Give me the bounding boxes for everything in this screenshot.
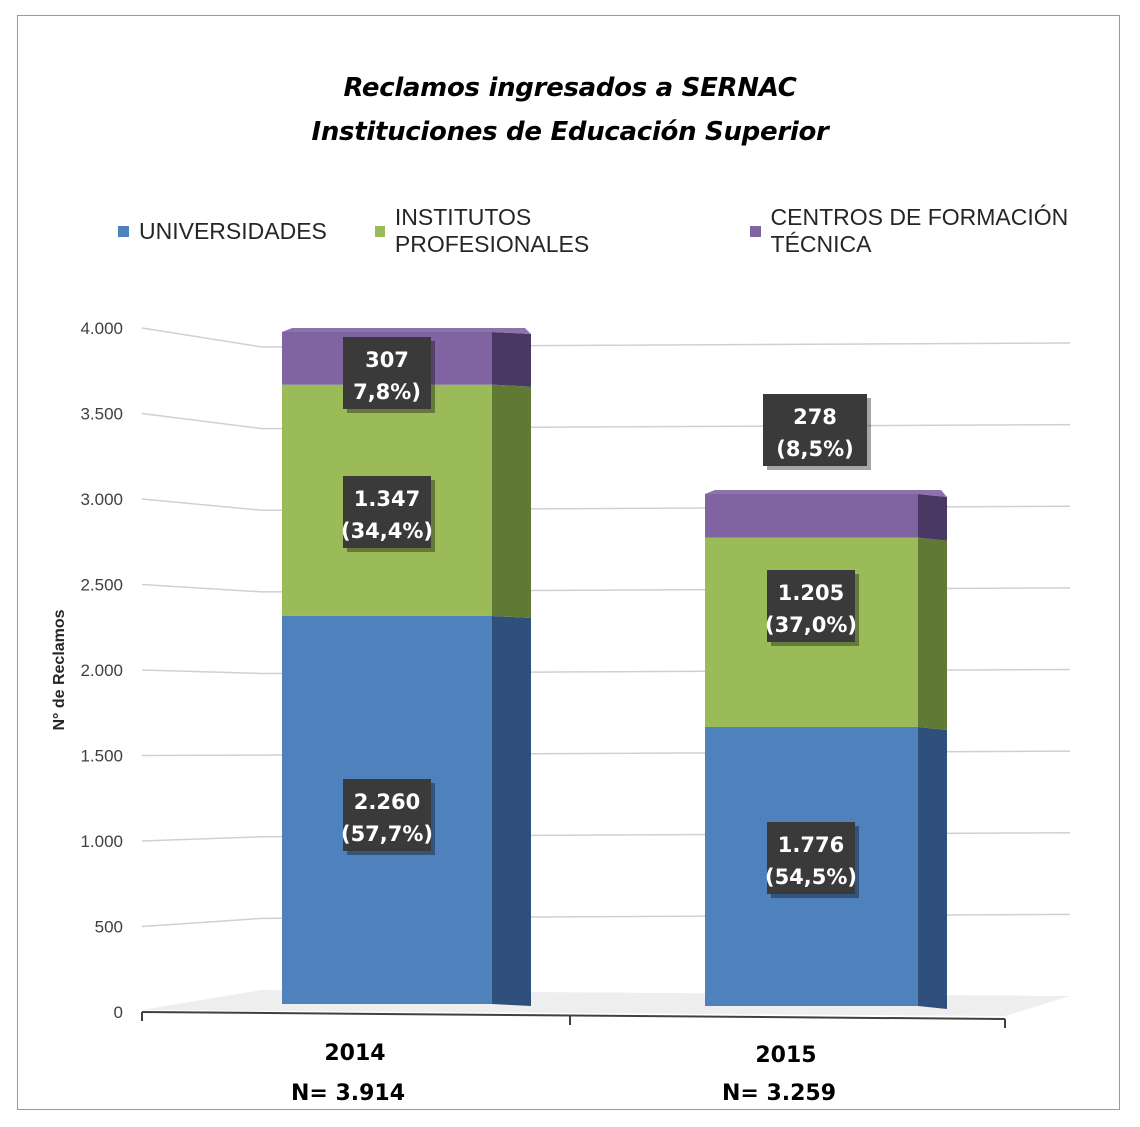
data-label-box	[343, 337, 431, 409]
legend-swatch-universidades	[118, 225, 129, 237]
x-category-label: 2015	[755, 1043, 816, 1068]
chart-title-line1: Reclamos ingresados a SERNAC	[343, 73, 797, 103]
bar-top	[282, 327, 531, 334]
y-tick-label: 0	[114, 1003, 123, 1022]
legend-label-universidades: UNIVERSIDADES	[139, 217, 327, 244]
legend-item-cft: CENTROS DE FORMACIÓN TÉCNICA	[750, 204, 1140, 258]
bar-segment-side	[492, 331, 531, 387]
data-label-value: 1.347	[354, 487, 420, 511]
data-label-value: 307	[365, 348, 409, 372]
bar-segment-side	[492, 384, 531, 618]
chart-legend: UNIVERSIDADES INSTITUTOS PROFESIONALES C…	[118, 204, 1140, 257]
data-label-value: 1.205	[778, 581, 844, 605]
x-category-note: N= 3.914	[291, 1081, 405, 1106]
data-label-percent: 7,8%)	[353, 380, 421, 404]
y-tick-label: 2.500	[80, 576, 123, 595]
data-label-value: 2.260	[354, 790, 420, 814]
data-label-box	[767, 570, 855, 642]
bar-segment-side	[918, 726, 947, 1009]
bar-segment-side	[918, 537, 947, 730]
x-category-label: 2014	[324, 1041, 385, 1066]
bar-segment-side	[492, 615, 531, 1006]
legend-label-cft: CENTROS DE FORMACIÓN TÉCNICA	[770, 204, 1069, 257]
x-category-note: N= 3.259	[722, 1081, 836, 1106]
data-label-box	[763, 394, 867, 466]
chart-title: Reclamos ingresados a SERNAC Institucion…	[0, 66, 1140, 154]
data-label-value: 278	[793, 405, 837, 429]
data-label-percent: (34,4%)	[341, 519, 433, 543]
gridline	[141, 412, 1071, 430]
y-tick-label: 4.000	[80, 319, 123, 338]
data-label-percent: (57,7%)	[341, 822, 433, 846]
bar-segment-side	[918, 494, 947, 541]
y-tick-label: 3.000	[80, 490, 123, 509]
data-label-box	[343, 779, 431, 851]
data-label-percent: (8,5%)	[776, 437, 853, 461]
legend-item-universidades: UNIVERSIDADES	[118, 218, 327, 245]
data-label-percent: (54,5%)	[765, 865, 857, 889]
y-tick-label: 2.000	[80, 661, 123, 680]
y-tick-label: 500	[95, 918, 123, 937]
data-label-box	[343, 476, 431, 548]
data-label-value: 1.776	[778, 833, 844, 857]
y-tick-label: 1.000	[80, 832, 123, 851]
gridline	[141, 327, 1071, 348]
data-label-box	[767, 822, 855, 894]
bar-top	[705, 490, 947, 498]
data-label-percent: (37,0%)	[765, 613, 857, 637]
legend-item-institutos: INSTITUTOS PROFESIONALES	[374, 204, 703, 258]
legend-swatch-cft	[750, 225, 761, 237]
x-axis-line	[141, 1011, 1006, 1020]
chart-title-line2: Instituciones de Educación Superior	[311, 117, 829, 147]
bar-segment	[705, 494, 918, 538]
legend-swatch-institutos	[374, 225, 385, 237]
legend-label-institutos: INSTITUTOS PROFESIONALES	[394, 204, 590, 257]
y-tick-label: 3.500	[80, 405, 123, 424]
y-axis-label: N° de Reclamos	[51, 609, 68, 730]
y-tick-label: 1.500	[80, 747, 123, 766]
